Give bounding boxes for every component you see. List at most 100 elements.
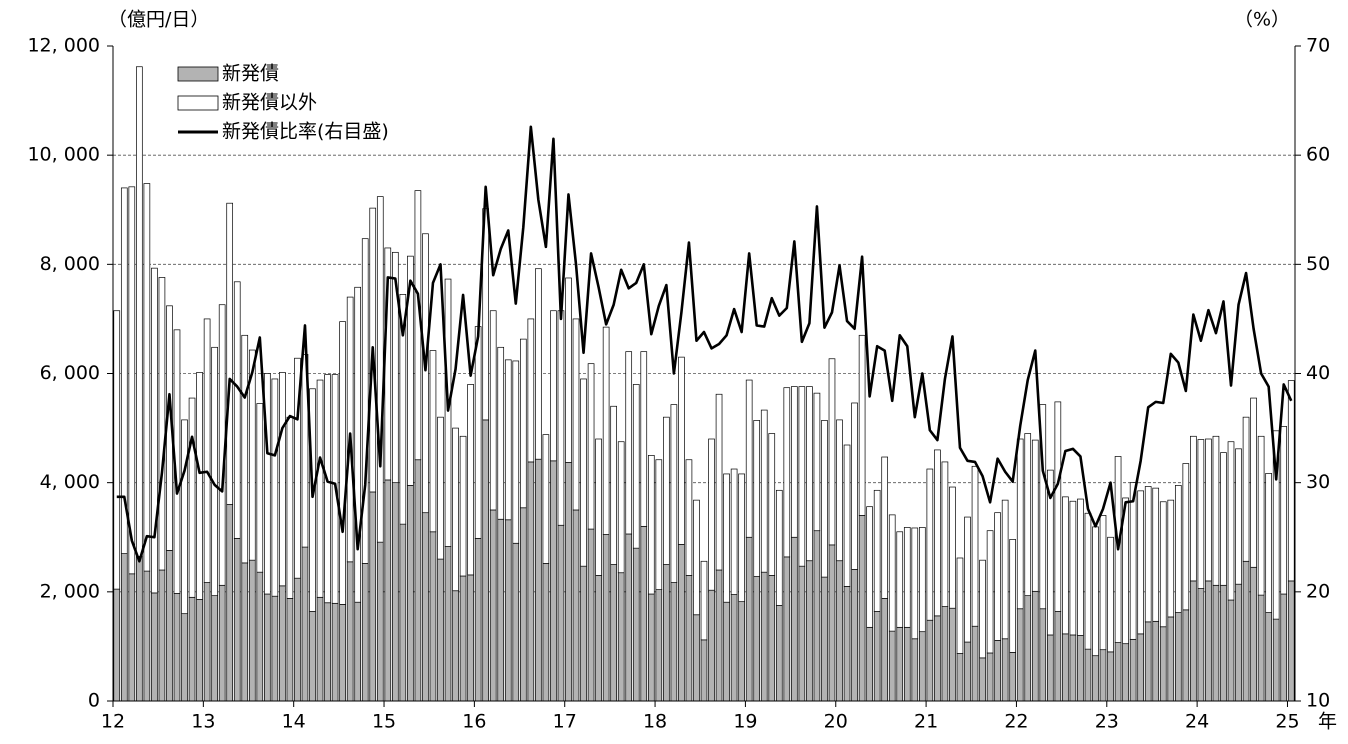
bar: [1174, 612, 1182, 702]
bar: [700, 639, 708, 702]
bar: [1069, 634, 1077, 702]
y2-unit-label: （%）: [1234, 9, 1290, 31]
bar: [1212, 584, 1220, 702]
x-tick-label: 16: [462, 711, 486, 733]
bar: [557, 310, 565, 526]
bar: [949, 607, 956, 702]
bar: [760, 571, 768, 702]
bar: [896, 626, 904, 702]
bar: [286, 598, 294, 702]
y-tick-label: 6, 000: [40, 362, 100, 384]
bar: [1122, 643, 1129, 702]
bar: [1227, 599, 1235, 702]
bar: [1047, 634, 1054, 702]
bar: [399, 294, 407, 525]
bar: [693, 499, 700, 616]
bar: [715, 569, 723, 702]
bar: [1047, 469, 1054, 636]
bar: [1159, 626, 1167, 702]
bar: [610, 564, 617, 702]
bar: [376, 196, 384, 543]
bar: [851, 402, 858, 570]
bar: [1069, 500, 1077, 636]
bar: [1099, 649, 1107, 702]
legend-label: 新発債以外: [222, 92, 317, 114]
bar: [369, 491, 377, 702]
bar: [264, 373, 271, 595]
bar: [188, 397, 196, 598]
bar: [632, 384, 640, 549]
bar: [919, 631, 926, 702]
bar: [798, 386, 806, 567]
bar: [715, 393, 723, 571]
bar: [128, 573, 136, 702]
bar: [143, 183, 151, 572]
bar: [640, 351, 648, 527]
bar: [542, 434, 550, 564]
x-tick-label: 20: [824, 711, 848, 733]
bar: [1122, 497, 1129, 645]
bar: [331, 602, 339, 702]
bar: [565, 277, 572, 463]
bar: [286, 416, 294, 599]
bar: [791, 536, 798, 702]
bar: [678, 356, 685, 545]
bar: [595, 438, 602, 576]
bar: [1205, 580, 1212, 702]
bar: [821, 420, 828, 578]
y2-tick-label: 60: [1306, 144, 1330, 166]
bar: [956, 653, 964, 702]
bar: [903, 527, 911, 628]
bar: [979, 559, 986, 659]
bar: [1009, 652, 1016, 702]
bar: [113, 588, 121, 702]
bar: [655, 589, 663, 702]
bar: [723, 473, 730, 603]
bar: [941, 606, 949, 702]
bar: [685, 459, 693, 576]
bar: [858, 334, 866, 516]
bar: [452, 590, 459, 702]
bar: [474, 326, 482, 539]
y-tick-label: 4, 000: [40, 471, 100, 493]
bar: [354, 286, 361, 603]
bar: [866, 506, 873, 628]
bar: [181, 613, 188, 702]
bar: [392, 482, 399, 702]
bar: [775, 489, 783, 606]
y2-tick-label: 70: [1306, 35, 1330, 57]
bar: [700, 560, 708, 641]
x-tick-label: 19: [733, 711, 757, 733]
bar: [625, 351, 633, 535]
bar: [821, 576, 828, 702]
bar: [279, 585, 286, 702]
bar: [1031, 590, 1039, 702]
bar: [1212, 435, 1220, 586]
x-tick-label: 24: [1185, 711, 1209, 733]
bar: [813, 530, 821, 702]
bar: [851, 569, 858, 702]
bar: [1092, 655, 1099, 702]
bar: [279, 372, 286, 587]
bar: [768, 433, 776, 576]
bar: [828, 544, 836, 702]
bar: [836, 419, 843, 562]
bar: [497, 518, 505, 702]
bar: [1287, 580, 1295, 702]
bar: [256, 571, 264, 702]
bar: [467, 384, 474, 576]
bar: [188, 596, 196, 702]
legend-label: 新発債: [222, 63, 279, 85]
y2-tick-label: 20: [1306, 580, 1330, 602]
bar: [527, 318, 535, 463]
bar: [1190, 435, 1197, 582]
bar: [151, 267, 158, 594]
bar: [504, 359, 512, 521]
bar: [738, 601, 745, 702]
bar: [271, 595, 279, 702]
bar: [723, 601, 730, 702]
bar: [580, 378, 587, 567]
bar: [550, 310, 557, 462]
bar: [1144, 621, 1152, 702]
bar: [663, 416, 670, 565]
